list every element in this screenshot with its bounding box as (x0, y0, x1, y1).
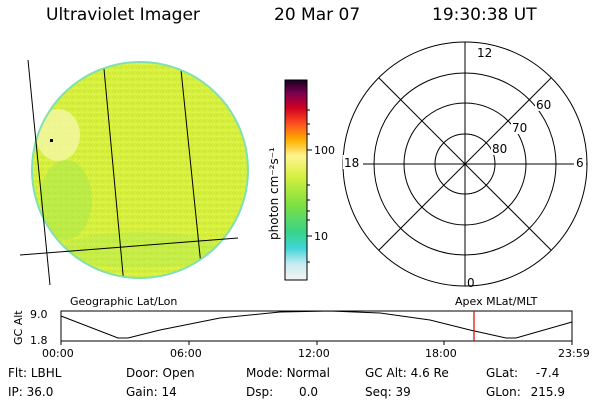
timeline-tick-label: 00:00 (42, 347, 74, 360)
timeline-tick-label: 18:00 (425, 347, 457, 360)
info-filter-label: Flt: (8, 366, 27, 380)
colorbar-tick-label: 100 (314, 144, 335, 157)
colorbar: 100 10 photon cm⁻²s⁻¹ (267, 79, 335, 281)
mlt-label-6: 6 (576, 156, 584, 170)
info-gcalt-label: GC Alt: (365, 366, 407, 380)
station-marker (50, 139, 53, 142)
info-gcalt: GC Alt: 4.6 Re (365, 366, 449, 380)
info-door-label: Door: (126, 366, 159, 380)
info-seq-value: 39 (395, 385, 411, 399)
info-glon-label: GLon: (486, 385, 521, 399)
caption-geographic: Geographic Lat/Lon (70, 295, 178, 308)
latitude-line (19, 237, 239, 256)
time-label: 19:30:38 UT (432, 5, 537, 25)
colorbar-tick-label: 10 (314, 230, 328, 243)
mlt-label-12: 12 (477, 46, 492, 60)
info-ip: IP: 36.0 (8, 385, 53, 399)
mlt-line (378, 77, 552, 251)
info-dsp-label: Dsp: (246, 385, 274, 399)
timeline-tick-label: 23:59 (558, 347, 590, 360)
info-seq: Seq: 39 (365, 385, 411, 399)
dim-patch (40, 160, 92, 240)
timeline-ymin: 1.8 (30, 334, 48, 347)
timeline-tick-label: 06:00 (170, 347, 202, 360)
lat-label-80: 80 (492, 142, 507, 156)
info-dsp-value: 0.0 (298, 385, 319, 399)
info-mode-value: Normal (286, 366, 330, 380)
lat-label-60: 60 (536, 98, 551, 112)
info-door-value: Open (162, 366, 195, 380)
colorbar-scale (284, 79, 308, 281)
info-glon-value: 215.9 (530, 385, 565, 399)
timeline-ylabel: GC Alt (12, 310, 25, 345)
info-glat-value: -7.4 (535, 366, 560, 380)
bright-patch (36, 109, 80, 161)
info-filter-value: LBHL (30, 366, 62, 380)
meridian-line (179, 63, 204, 277)
uv-disk-image (19, 59, 249, 286)
info-ip-value: 36.0 (26, 385, 54, 399)
info-door: Door: Open (126, 366, 195, 380)
info-dsp: Dsp: 0.0 (246, 385, 318, 399)
info-gain-label: Gain: (126, 385, 158, 399)
info-mode: Mode: Normal (246, 366, 330, 380)
timeline-ymax: 9.0 (30, 308, 48, 321)
info-seq-label: Seq: (365, 385, 392, 399)
polar-grid (342, 41, 588, 287)
altitude-timeline: GC Alt 9.0 1.8 00:00 06:00 12:00 18:00 2… (12, 308, 590, 360)
disk-fill (33, 63, 247, 277)
colorbar-units-label: photon cm⁻²s⁻¹ (267, 147, 281, 240)
lat-label-70: 70 (512, 121, 527, 135)
info-gain-value: 14 (161, 385, 177, 399)
info-glat: GLat: -7.4 (486, 366, 559, 380)
altitude-curve (60, 310, 573, 339)
instrument-title: Ultraviolet Imager (46, 5, 200, 25)
mlt-label-18: 18 (344, 156, 359, 170)
info-glat-label: GLat: (486, 366, 519, 380)
info-filter: Flt: LBHL (8, 366, 61, 380)
info-mode-label: Mode: (246, 366, 283, 380)
info-gain: Gain: 14 (126, 385, 177, 399)
info-gcalt-value: 4.6 Re (410, 366, 449, 380)
mlt-label-0: 0 (467, 276, 475, 290)
meridian-line (27, 59, 51, 286)
date-label: 20 Mar 07 (274, 5, 361, 25)
info-ip-label: IP: (8, 385, 23, 399)
caption-apex: Apex MLat/MLT (455, 295, 538, 308)
timeline-frame (60, 310, 573, 342)
info-glon: GLon: 215.9 (486, 385, 565, 399)
timeline-tick-label: 12:00 (298, 347, 330, 360)
